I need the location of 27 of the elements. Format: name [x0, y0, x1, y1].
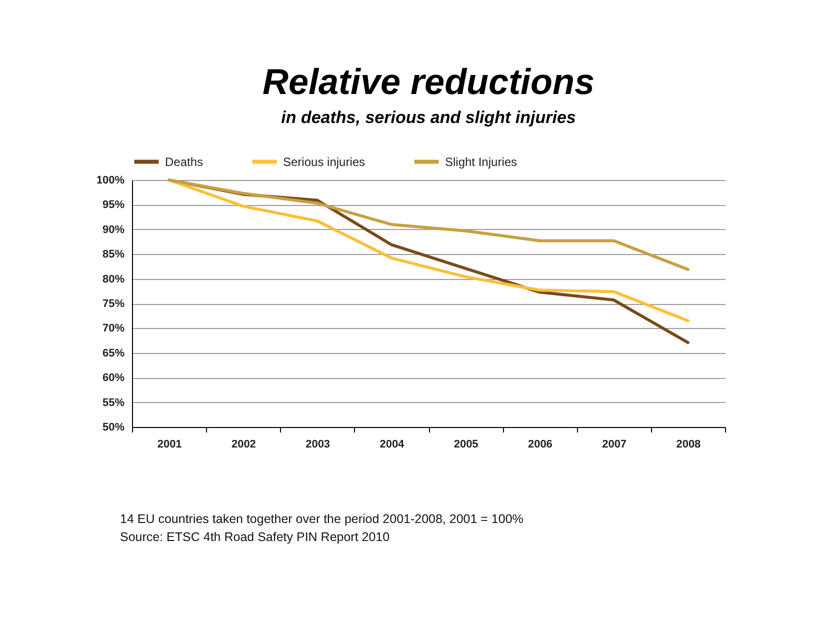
- y-tick-label: 100%: [96, 174, 125, 186]
- y-tick-label: 60%: [102, 372, 125, 384]
- x-tick-label: 2005: [454, 438, 478, 450]
- y-tick-label: 70%: [102, 322, 125, 335]
- source-note: Source: ETSC 4th Road Safety PIN Report 2010: [120, 529, 391, 546]
- y-tick-label: 55%: [102, 396, 125, 409]
- chart-title: Relative reductions: [262, 61, 595, 102]
- x-tick-label: 2003: [306, 438, 330, 450]
- x-tick-label: 2004: [380, 438, 406, 450]
- y-tick-label: 90%: [102, 224, 125, 236]
- legend-label: Deaths: [165, 154, 204, 169]
- y-tick-label: 50%: [102, 422, 125, 434]
- legend-label: Slight Injuries: [445, 154, 518, 169]
- y-tick-label: 80%: [102, 273, 125, 286]
- chart-subtitle: in deaths, serious and slight injuries: [281, 108, 576, 127]
- text: 14 EU countries taken together over the period 2001-2008, 2001 = 100%: [120, 511, 524, 528]
- y-tick-label: 85%: [102, 248, 125, 261]
- line-series: [168, 178, 690, 271]
- x-tick-label: 2006: [528, 438, 552, 450]
- y-tick-label: 95%: [102, 199, 125, 212]
- legend-label: Serious injuries: [283, 154, 366, 169]
- x-tick-label: 2008: [676, 438, 701, 450]
- x-tick-label: 2007: [602, 438, 627, 450]
- y-tick-label: 65%: [102, 347, 125, 360]
- y-tick-label: 75%: [102, 298, 125, 310]
- x-tick-label: 2001: [157, 438, 182, 450]
- x-tick-label: 2002: [231, 438, 256, 450]
